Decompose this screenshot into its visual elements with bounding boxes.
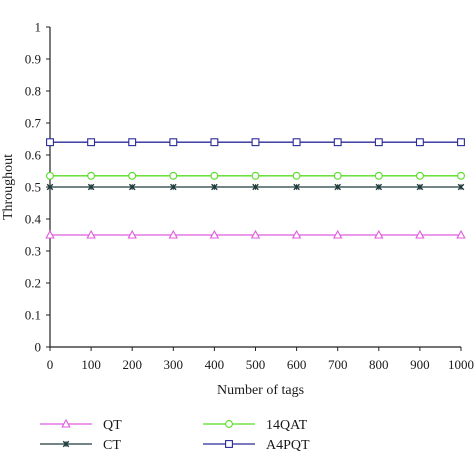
data-point — [415, 229, 425, 239]
y-tick-label: 0.8 — [25, 84, 41, 99]
data-point — [86, 229, 96, 239]
x-tick-label: 200 — [122, 357, 142, 372]
data-point — [292, 171, 301, 180]
y-tick-label: 0.1 — [25, 308, 41, 323]
x-tick-label: 900 — [410, 357, 430, 372]
data-point — [251, 171, 260, 180]
legend-item: QT — [40, 418, 122, 433]
legend-item: A4PQT — [203, 438, 310, 453]
data-point — [46, 138, 54, 147]
data-point — [127, 229, 137, 239]
y-tick-label: 0.9 — [25, 52, 41, 67]
data-point — [293, 183, 300, 191]
x-tick-label: 1000 — [448, 357, 474, 372]
data-point — [334, 183, 341, 191]
data-point — [333, 138, 342, 147]
data-point — [292, 138, 301, 147]
data-point — [250, 229, 261, 239]
data-point — [251, 138, 260, 147]
data-point — [169, 171, 178, 180]
data-point — [333, 171, 342, 180]
x-tick-label: 300 — [164, 357, 184, 372]
series-14qat — [46, 171, 465, 180]
legend-label: QT — [103, 418, 122, 433]
y-axis-title: Throughout — [1, 154, 16, 220]
data-point — [210, 138, 219, 147]
data-point — [291, 229, 302, 239]
x-axis-title: Number of tags — [217, 383, 304, 398]
legend-label: A4PQT — [266, 438, 310, 453]
data-point — [87, 183, 95, 191]
data-point — [374, 171, 383, 180]
y-tick-label: 0.7 — [25, 116, 42, 131]
data-point — [457, 138, 465, 147]
legend-item: CT — [40, 438, 121, 453]
x-tick-label: 600 — [287, 357, 307, 372]
legend-marker — [225, 440, 233, 448]
y-tick-label: 0.3 — [25, 244, 41, 259]
legend-item: 14QAT — [203, 418, 308, 433]
data-point — [457, 183, 465, 191]
legend-marker — [61, 418, 71, 428]
data-point — [374, 138, 383, 147]
data-point — [128, 183, 136, 191]
y-tick-label: 0 — [35, 340, 42, 355]
data-point — [87, 171, 96, 180]
data-point — [46, 183, 54, 191]
data-point — [169, 138, 178, 147]
x-tick-label: 800 — [369, 357, 389, 372]
data-point — [46, 171, 54, 180]
data-point — [332, 229, 343, 239]
data-point — [415, 138, 424, 147]
legend-marker — [62, 440, 70, 448]
x-tick-label: 700 — [328, 357, 348, 372]
x-tick-label: 500 — [246, 357, 266, 372]
axes: 0 0.1 0.2 0.3 0.4 0.5 0.6 0.7 0.8 0.9 1 0 100 200 300 4… — [25, 20, 474, 373]
data-point — [456, 229, 466, 239]
y-tick-label: 0.5 — [25, 180, 41, 195]
series-ct — [46, 183, 465, 191]
series-layer — [45, 138, 466, 239]
data-point — [128, 171, 137, 180]
y-tick-label: 0.2 — [25, 276, 41, 291]
data-point — [252, 183, 259, 191]
data-point — [87, 138, 96, 147]
x-tick-label: 400 — [205, 357, 225, 372]
data-point — [209, 229, 220, 239]
data-point — [374, 229, 384, 239]
data-point — [128, 138, 137, 147]
data-point — [415, 171, 424, 180]
legend: QT CT 14QAT A4PQT — [40, 418, 310, 453]
data-point — [45, 229, 55, 239]
legend-label: CT — [103, 438, 121, 453]
series-qt — [45, 229, 466, 239]
x-tick-label: 100 — [81, 357, 101, 372]
x-tick-label: 0 — [47, 357, 54, 372]
data-point — [170, 183, 177, 191]
data-point — [416, 183, 424, 191]
data-point — [457, 171, 465, 180]
data-point — [375, 183, 383, 191]
data-point — [210, 171, 219, 180]
y-tick-label: 0.6 — [25, 148, 42, 163]
legend-marker — [225, 420, 233, 428]
data-point — [211, 183, 218, 191]
data-point — [168, 229, 179, 239]
legend-label: 14QAT — [266, 418, 308, 433]
y-tick-label: 1 — [35, 20, 42, 35]
series-a4pqt — [46, 138, 465, 147]
y-tick-label: 0.4 — [25, 212, 42, 227]
